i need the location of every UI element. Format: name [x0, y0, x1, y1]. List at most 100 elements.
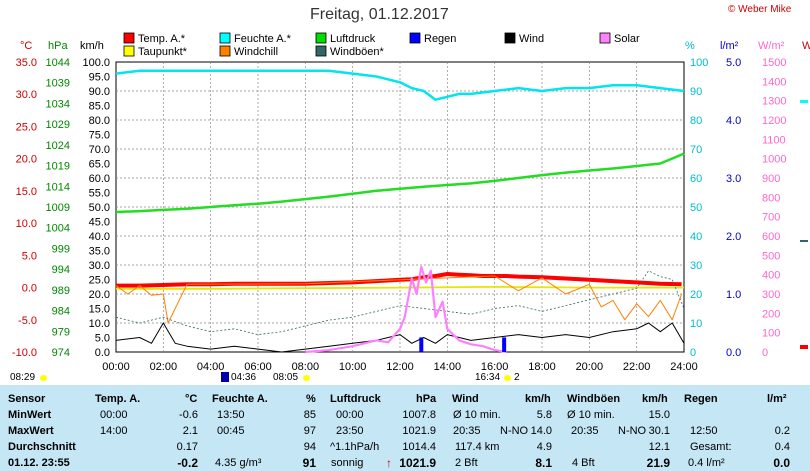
cell: 0.4: [774, 441, 790, 453]
wm2-tick-label: 1300: [762, 96, 786, 108]
row-label: Durchschnitt: [8, 441, 76, 453]
hpa-tick-label: 984: [52, 306, 70, 318]
wm2-tick-label: 200: [762, 308, 780, 320]
hpa-tick-label: 979: [52, 326, 70, 338]
hdr-gust-unit: km/h: [642, 393, 668, 405]
kmh-tick-label: 95.0: [89, 72, 110, 84]
kmh-tick-label: 100.0: [82, 57, 110, 69]
cell: 8.1: [535, 456, 552, 470]
cell: 85: [303, 409, 316, 421]
cell: 91: [302, 456, 316, 470]
series-wind: [115, 322, 685, 353]
series-taupunkt: [116, 285, 684, 290]
rain-bar: [502, 337, 507, 352]
series: [115, 69, 685, 354]
legend-swatch: [123, 45, 135, 57]
legend-label: Windböen*: [330, 46, 385, 58]
kmh-tick-label: 15.0: [89, 304, 110, 316]
hpa-tick-label: 999: [52, 243, 70, 255]
cell: 0.17: [176, 441, 198, 453]
legend-swatch: [315, 45, 327, 57]
wm2-tick-label: 800: [762, 192, 780, 204]
cell: 4.35 g/m³: [215, 457, 262, 469]
wm2-tick-label: 700: [762, 212, 780, 224]
sunset-time: 16:34: [475, 372, 501, 383]
lm2-tick-label: 0.0: [726, 347, 741, 359]
wm2-tick-label: 1500: [762, 57, 786, 69]
wm2-tick-label: 1100: [762, 134, 786, 146]
celsius-tick-label: 25.0: [16, 121, 37, 133]
row-label: MinWert: [8, 409, 52, 421]
kmh-tick-label: 10.0: [89, 318, 110, 330]
cell: 0.0: [773, 456, 790, 470]
kmh-tick-label: 5.0: [95, 333, 110, 345]
moonrise-time: 04:36: [231, 372, 257, 383]
cell: 00:00: [336, 409, 364, 421]
lm2-tick-label: 4.0: [726, 115, 741, 127]
cell: ^1.1hPa/h: [330, 441, 380, 453]
pct-tick-label: 10: [690, 318, 702, 330]
cell: 1007.8: [402, 409, 436, 421]
time-tick-label: 10:00: [339, 361, 367, 373]
celsius-tick-label: -10.0: [12, 347, 37, 359]
cell: 12.1: [648, 441, 670, 453]
time-tick-label: 06:00: [244, 361, 272, 373]
celsius-tick-label: 35.0: [16, 57, 37, 69]
time-tick-label: 20:00: [576, 361, 604, 373]
celsius-tick-label: 0.0: [22, 283, 37, 295]
legend-swatch: [123, 32, 135, 44]
legend-swatch: [409, 32, 421, 44]
wm2-tick-label: 500: [762, 250, 780, 262]
cell: -0.6: [179, 409, 198, 421]
pct-tick-label: 100: [690, 57, 708, 69]
cell: 1014.4: [402, 441, 436, 453]
sun-icon: [40, 375, 47, 381]
series-windchill: [115, 275, 683, 324]
cell: 0.4 l/m²: [688, 457, 725, 469]
cell: 23:50: [336, 425, 364, 437]
hdr-pressure: Luftdruck: [330, 393, 381, 405]
sun-icon: [504, 375, 511, 381]
hdr-pressure-unit: hPa: [416, 393, 437, 405]
time-tick-label: 12:00: [386, 361, 414, 373]
hdr-rain-unit: l/m²: [767, 393, 787, 405]
kmh-tick-label: 30.0: [89, 260, 110, 272]
cell: 21.9: [646, 456, 670, 470]
celsius-tick-label: 15.0: [16, 186, 37, 198]
kmh-tick-label: 45.0: [89, 217, 110, 229]
cell: 1021.9: [399, 456, 436, 470]
cell: 2.1: [182, 425, 198, 437]
hdr-wind: Wind: [452, 393, 479, 405]
series-luftdruck: [115, 152, 685, 214]
wm2-unit: W/m²: [758, 40, 785, 52]
hpa-tick-label: 974: [52, 347, 70, 359]
pct-tick-label: 20: [690, 289, 702, 301]
lm2-unit: l/m²: [720, 40, 739, 52]
kmh-tick-label: 0.0: [95, 347, 110, 359]
cell: 97: [303, 425, 316, 437]
kmh-tick-label: 40.0: [89, 231, 110, 243]
cell: Ø 10 min.: [453, 409, 501, 421]
humidity-current-mark: [800, 100, 808, 103]
cell: 00:00: [100, 409, 128, 421]
hpa-tick-label: 1019: [46, 161, 70, 173]
cell: 117.4 km: [455, 441, 500, 453]
cell: 4.9: [536, 441, 552, 453]
legend-label: Windchill: [234, 46, 278, 58]
cell: 14.0: [530, 425, 552, 437]
hpa-tick-label: 1004: [46, 223, 70, 235]
kmh-tick-label: 65.0: [89, 159, 110, 171]
kmh-tick-label: 90.0: [89, 86, 110, 98]
legend-label: Luftdruck: [330, 33, 376, 45]
hdr-temp-unit: °C: [185, 393, 198, 405]
time-tick-label: 24:00: [670, 361, 698, 373]
chart-title: Freitag, 01.12.2017: [310, 6, 449, 23]
lm2-tick-label: 3.0: [726, 173, 741, 185]
temp-current-mark: [800, 345, 808, 349]
moonrise-icon: [221, 372, 229, 382]
time-tick-label: 22:00: [623, 361, 651, 373]
hpa-tick-label: 1034: [46, 98, 70, 110]
time-tick-label: 08:00: [292, 361, 320, 373]
time-tick-label: 02:00: [150, 361, 178, 373]
cell: 4 Bft: [572, 457, 595, 469]
